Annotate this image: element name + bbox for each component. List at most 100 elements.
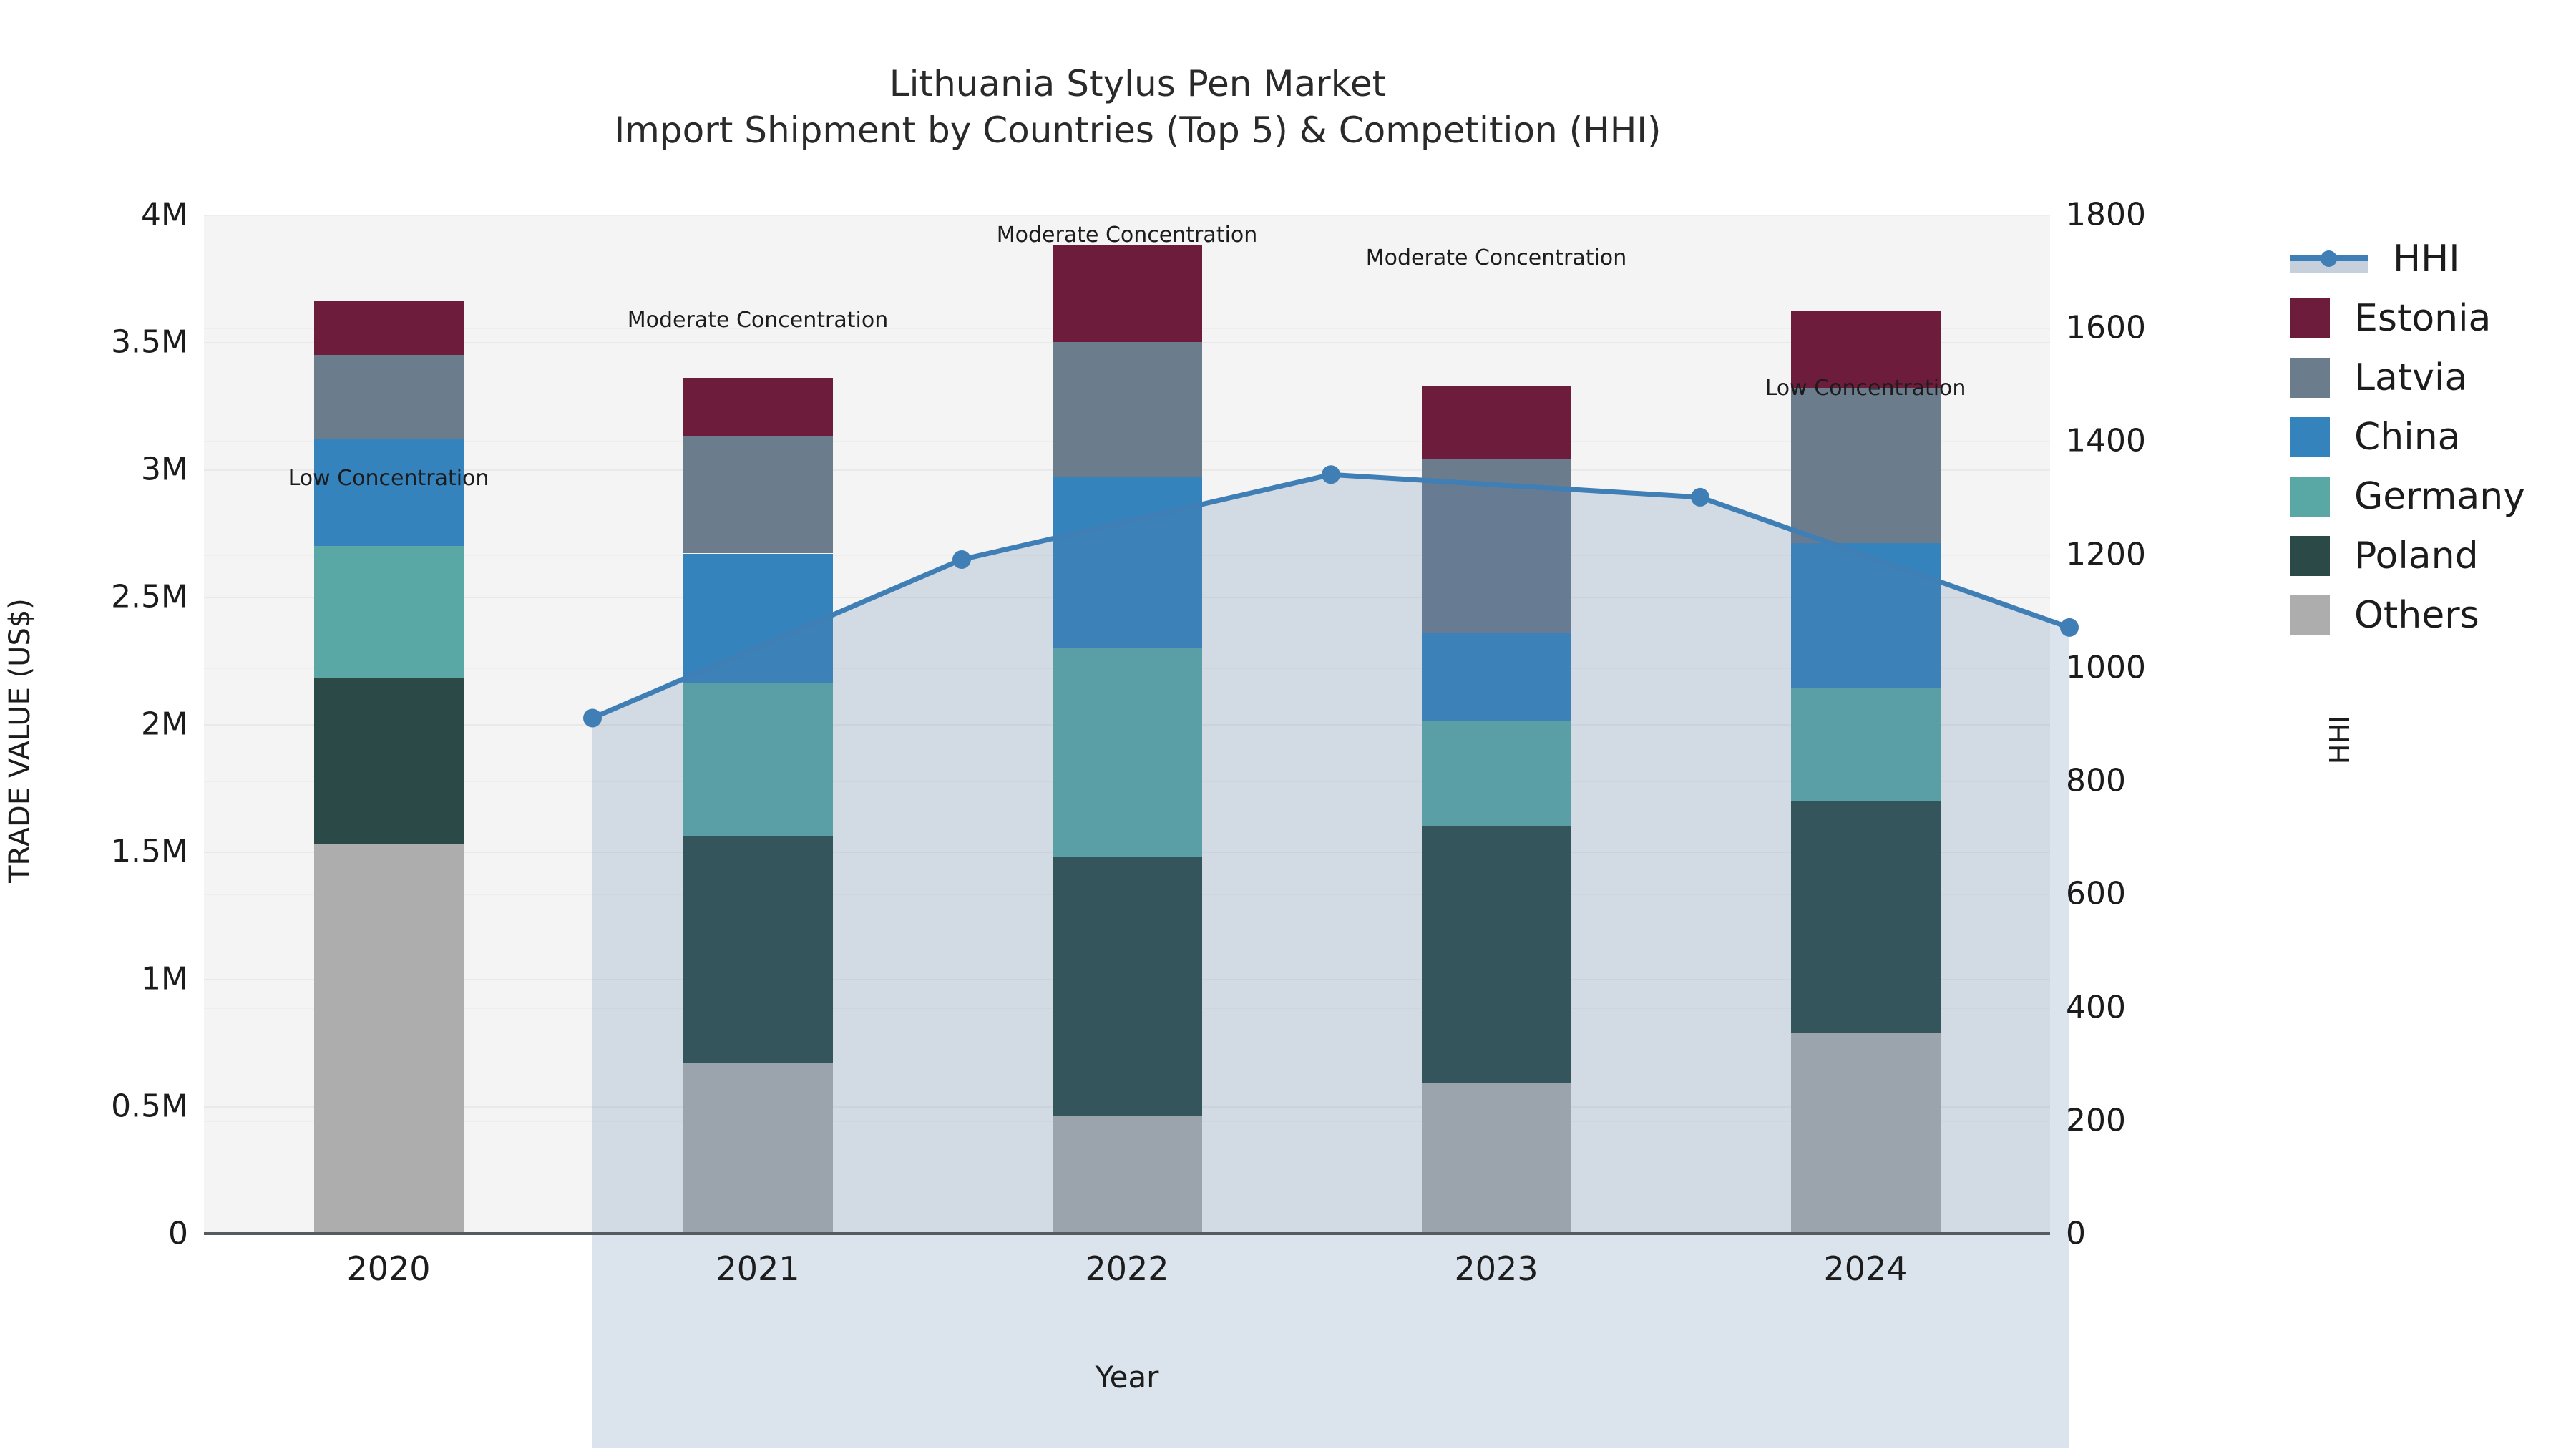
y-tick-right-1800: 1800	[2066, 196, 2146, 233]
legend-item-estonia[interactable]: Estonia	[2290, 288, 2525, 348]
legend-swatch-poland	[2290, 535, 2330, 576]
bar-segment-poland-2020[interactable]	[313, 678, 464, 844]
legend-item-others[interactable]: Others	[2290, 585, 2525, 645]
legend-label: China	[2354, 415, 2461, 459]
bar-segment-china-2020[interactable]	[313, 439, 464, 546]
hhi-line-series	[583, 465, 2079, 1449]
y-tick-right-800: 800	[2066, 762, 2126, 799]
bar-segment-estonia-2022[interactable]	[1052, 245, 1202, 342]
legend-label: Poland	[2354, 534, 2479, 577]
legend-label: HHI	[2393, 237, 2460, 280]
legend-label: Others	[2354, 593, 2479, 637]
legend-label: Estonia	[2354, 296, 2492, 340]
legend-swatch-others	[2290, 595, 2330, 635]
legend-item-china[interactable]: China	[2290, 407, 2525, 467]
bar-segment-latvia-2020[interactable]	[313, 354, 464, 439]
bar-segment-germany-2024[interactable]	[1790, 688, 1941, 801]
annotation-2021: Moderate Concentration	[627, 307, 889, 333]
y-tick-right-1400: 1400	[2066, 422, 2146, 459]
bar-segment-germany-2023[interactable]	[1421, 721, 1571, 826]
y-tick-left-1M: 1M	[141, 960, 188, 997]
bar-segment-estonia-2024[interactable]	[1790, 311, 1941, 389]
y-tick-left-2M: 2M	[141, 706, 188, 743]
bar-2021[interactable]	[683, 377, 833, 1234]
plot-area	[204, 215, 2079, 1449]
legend-swatch-estonia	[2290, 298, 2330, 338]
title-line-1: Lithuania Stylus Pen Market	[889, 63, 1387, 104]
bar-segment-germany-2022[interactable]	[1052, 648, 1202, 857]
legend: HHI Estonia Latvia China Germany Poland Others	[2290, 229, 2525, 645]
x-axis-title: Year	[1095, 1360, 1159, 1395]
legend-item-germany[interactable]: Germany	[2290, 467, 2525, 526]
bar-segment-germany-2021[interactable]	[683, 683, 833, 836]
y-tick-right-400: 400	[2066, 989, 2126, 1026]
y-tick-right-1600: 1600	[2066, 309, 2146, 346]
legend-swatch-germany	[2290, 476, 2330, 517]
bar-segment-china-2023[interactable]	[1421, 632, 1571, 722]
hhi-marker-2020[interactable]	[583, 708, 602, 728]
annotation-2020: Low Concentration	[288, 466, 489, 492]
y-tick-left-0.5M: 0.5M	[111, 1088, 188, 1125]
legend-item-hhi[interactable]: HHI	[2290, 229, 2525, 288]
bar-segment-poland-2023[interactable]	[1421, 826, 1571, 1083]
x-tick-2023: 2023	[1454, 1249, 1538, 1288]
y-axis-left-title: TRADE VALUE (US$)	[4, 598, 36, 883]
hhi-marker-2023[interactable]	[1691, 487, 1709, 507]
hhi-marker-2024[interactable]	[2060, 618, 2079, 637]
y-tick-right-600: 600	[2066, 875, 2126, 912]
title-line-2: Import Shipment by Countries (Top 5) & C…	[614, 109, 1662, 151]
y-axis-right-title: HHI	[2324, 715, 2356, 765]
page-title: Lithuania Stylus Pen Market Import Shipm…	[0, 61, 2275, 154]
legend-line-icon	[2290, 239, 2368, 279]
y-tick-left-1.5M: 1.5M	[111, 833, 188, 870]
bar-segment-others-2023[interactable]	[1421, 1083, 1571, 1234]
bar-segment-latvia-2022[interactable]	[1052, 342, 1202, 477]
legend-item-latvia[interactable]: Latvia	[2290, 348, 2525, 407]
bar-segment-poland-2021[interactable]	[683, 836, 833, 1063]
bar-segment-latvia-2021[interactable]	[683, 436, 833, 554]
bar-segment-china-2024[interactable]	[1790, 543, 1941, 689]
annotation-2023: Moderate Concentration	[1365, 245, 1627, 270]
bar-segment-latvia-2024[interactable]	[1790, 388, 1941, 544]
legend-swatch-latvia	[2290, 357, 2330, 398]
hhi-marker-2021[interactable]	[952, 550, 971, 569]
bar-segment-poland-2022[interactable]	[1052, 857, 1202, 1117]
bar-segment-poland-2024[interactable]	[1790, 800, 1941, 1033]
gridline-right	[204, 215, 2050, 216]
y-tick-left-4M: 4M	[141, 196, 188, 233]
bar-segment-estonia-2021[interactable]	[683, 377, 833, 436]
bar-2020[interactable]	[313, 301, 464, 1234]
hhi-marker-2022[interactable]	[1322, 465, 1340, 484]
bar-2022[interactable]	[1052, 245, 1202, 1234]
y-tick-left-3.5M: 3.5M	[111, 323, 188, 361]
x-tick-2022: 2022	[1085, 1249, 1169, 1288]
legend-item-poland[interactable]: Poland	[2290, 526, 2525, 585]
legend-label: Germany	[2354, 474, 2526, 518]
y-tick-left-0: 0	[168, 1215, 188, 1252]
annotation-2022: Moderate Concentration	[996, 223, 1258, 248]
y-tick-right-1000: 1000	[2066, 649, 2146, 686]
bar-segment-others-2024[interactable]	[1790, 1032, 1941, 1234]
x-axis-line	[204, 1232, 2050, 1235]
x-tick-2024: 2024	[1823, 1249, 1908, 1288]
y-tick-right-0: 0	[2066, 1215, 2086, 1252]
bar-segment-estonia-2020[interactable]	[313, 301, 464, 355]
bar-segment-others-2021[interactable]	[683, 1063, 833, 1234]
bar-segment-others-2022[interactable]	[1052, 1116, 1202, 1234]
y-tick-right-1200: 1200	[2066, 536, 2146, 573]
x-tick-2020: 2020	[346, 1249, 431, 1288]
x-tick-2021: 2021	[716, 1249, 800, 1288]
y-tick-left-3M: 3M	[141, 451, 188, 488]
bar-segment-china-2021[interactable]	[683, 553, 833, 684]
hhi-area-fill	[592, 474, 2069, 1449]
bar-segment-germany-2020[interactable]	[313, 545, 464, 678]
legend-swatch-china	[2290, 416, 2330, 457]
bar-segment-china-2022[interactable]	[1052, 477, 1202, 648]
bar-segment-estonia-2023[interactable]	[1421, 385, 1571, 459]
bar-segment-others-2020[interactable]	[313, 844, 464, 1234]
y-tick-right-200: 200	[2066, 1102, 2126, 1139]
annotation-2024: Low Concentration	[1765, 375, 1966, 401]
bar-2024[interactable]	[1790, 311, 1941, 1234]
y-tick-left-2.5M: 2.5M	[111, 578, 188, 615]
